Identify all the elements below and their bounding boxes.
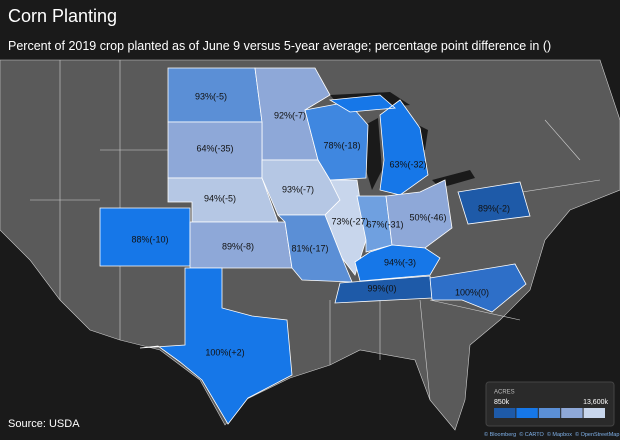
legend-min-label: 850k [494,399,510,406]
state [429,263,527,313]
state [354,244,441,282]
lake [365,118,382,190]
states [99,67,531,425]
title: Corn Planting [8,6,117,26]
state [457,181,531,225]
state-borders [30,60,601,401]
legend-swatch [583,408,605,418]
legend-swatches [494,408,605,418]
state-label: 81%(-17) [291,243,328,253]
state-label: 88%(-10) [131,234,168,244]
state-label: 63%(-32) [389,159,426,169]
state-label: 99%(0) [367,283,396,293]
legend-swatch [561,408,583,418]
legend: ACRES 850k 13,600k [485,381,615,427]
state-label: 94%(-3) [384,257,416,267]
legend-max-label: 13,600k [583,399,608,406]
state-label: 89%(-8) [222,241,254,251]
state [328,94,429,196]
state-label: 73%(-27) [331,216,368,226]
state-label: 94%(-5) [204,193,236,203]
state-label: 64%(-35) [196,143,233,153]
state-label: 67%(-31) [366,219,403,229]
state [356,195,393,253]
state-label: 93%(-5) [195,91,227,101]
attribution-item[interactable]: © OpenStreetMap [575,431,619,438]
legend-title: ACRES [494,390,515,396]
state [277,214,353,283]
source: Source: USDA [8,418,80,430]
state-label: 50%(-46) [409,212,446,222]
state [324,179,367,276]
subtitle: Percent of 2019 crop planted as of June … [8,39,551,53]
legend-swatch [494,408,516,418]
state-label: 89%(-2) [478,203,510,213]
legend-swatch [516,408,538,418]
attribution: © Bloomberg © CARTO © Mapbox © OpenStreetMa… [484,431,619,438]
state-label: 93%(-7) [282,184,314,194]
legend-swatch [538,408,561,418]
state-label: 100%(+2) [205,347,244,357]
state-label: 78%(-18) [323,140,360,150]
attribution-item[interactable]: © Bloomberg [484,431,516,438]
state-label: 92%(-7) [274,110,306,120]
state-label: 100%(0) [455,287,489,297]
attribution-item[interactable]: © Mapbox [547,431,572,438]
state [139,267,293,425]
attribution-item[interactable]: © CARTO [519,431,544,438]
state-labels: 93%(-5) 92%(-7) 64%(-35) 78%(-18) 63%(-3… [131,91,510,357]
